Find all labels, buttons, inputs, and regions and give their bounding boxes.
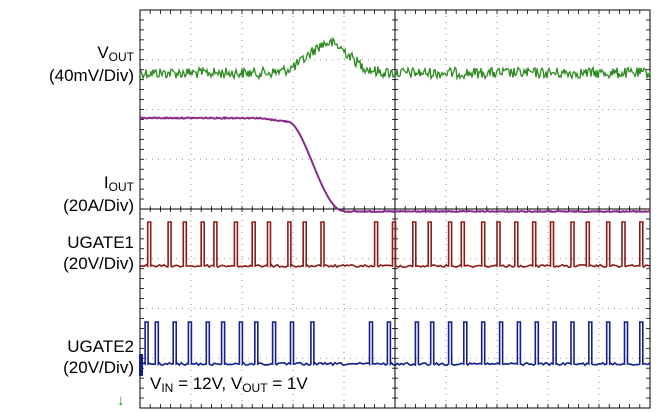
ground-marker-icon: ↓ — [117, 392, 125, 409]
conditions-annotation: VIN = 12V, VOUT = 1V — [150, 374, 308, 395]
ugate1-label: UGATE1 (20V/Div) — [63, 233, 134, 273]
traces — [139, 36, 651, 376]
iout-trace — [139, 115, 651, 214]
vout-label: VOUT (40mV/Div) — [48, 43, 134, 85]
ugate2-ground-marker — [139, 354, 143, 376]
ugate2-label: UGATE2 (20V/Div) — [63, 337, 134, 377]
iout-label: IOUT (20A/Div) — [63, 173, 134, 215]
grid — [139, 9, 651, 409]
vout-trace — [139, 36, 651, 82]
ugate2-trace — [139, 321, 651, 367]
ugate1-trace — [139, 221, 651, 269]
